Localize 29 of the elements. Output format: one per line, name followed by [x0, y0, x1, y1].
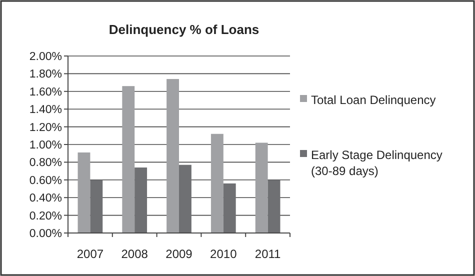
y-tick-label: 0.20% — [29, 210, 62, 222]
bar — [255, 142, 268, 233]
x-tick-label: 2007 — [76, 247, 104, 261]
y-tick-label: 1.20% — [29, 122, 62, 134]
legend-label: Early Stage Delinquency (30-89 days) — [311, 148, 442, 178]
chart-title: Delinquency % of Loans — [108, 22, 260, 37]
bar — [90, 180, 103, 233]
bar — [166, 79, 179, 233]
bar — [210, 134, 224, 233]
bar — [179, 164, 192, 233]
y-tick-label: 1.60% — [29, 86, 62, 98]
y-tick-label: 0.00% — [29, 228, 62, 240]
bar — [223, 183, 236, 233]
y-tick-label: 2.00% — [29, 51, 62, 64]
y-tick-label: 1.40% — [29, 104, 62, 116]
bar — [122, 86, 135, 233]
bar — [268, 180, 280, 233]
y-tick-label: 1.80% — [29, 68, 62, 81]
y-tick-label: 1.00% — [29, 140, 62, 152]
bar — [78, 152, 90, 233]
legend-label: Total Loan Delinquency — [311, 93, 436, 108]
x-tick-label: 2008 — [121, 247, 148, 261]
y-tick-label: 0.80% — [29, 157, 62, 170]
y-tick-label: 0.40% — [29, 192, 62, 205]
bar — [134, 168, 148, 233]
x-tick-label: 2011 — [254, 247, 282, 261]
x-tick-label: 2010 — [210, 247, 238, 261]
x-tick-label: 2009 — [166, 247, 193, 261]
y-tick-label: 0.60% — [29, 174, 62, 187]
